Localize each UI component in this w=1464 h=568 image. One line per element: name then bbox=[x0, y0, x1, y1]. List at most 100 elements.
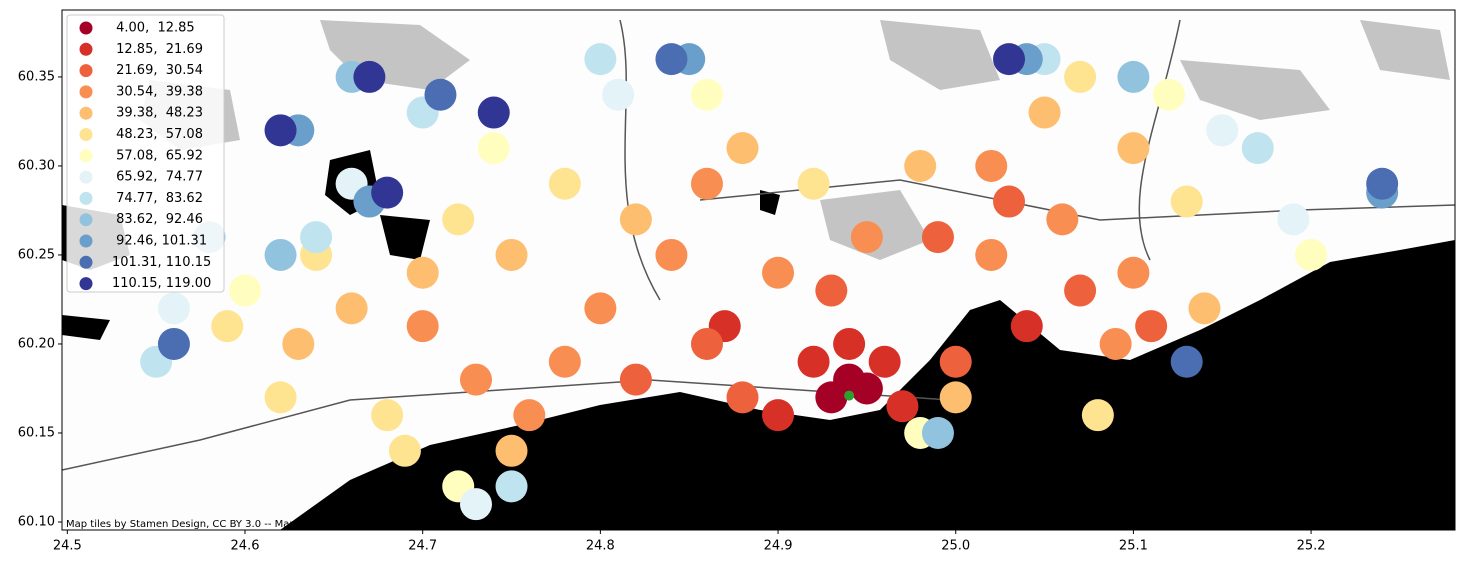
x-tick-label: 25.2 bbox=[1297, 539, 1326, 554]
legend-swatch bbox=[79, 106, 93, 120]
point bbox=[1135, 310, 1168, 343]
x-tick-label: 25.0 bbox=[941, 539, 970, 554]
point bbox=[1028, 96, 1061, 129]
point bbox=[655, 43, 688, 76]
point bbox=[495, 434, 528, 467]
point bbox=[264, 114, 297, 147]
point bbox=[602, 78, 635, 111]
legend-swatch bbox=[79, 255, 93, 269]
legend-label: 4.00, 12.85 bbox=[112, 21, 195, 36]
point bbox=[477, 96, 510, 129]
legend-swatch bbox=[79, 21, 93, 35]
point bbox=[1081, 399, 1114, 432]
y-tick-label: 60.10 bbox=[18, 514, 55, 529]
point bbox=[797, 167, 830, 200]
basemap bbox=[62, 10, 1455, 530]
point bbox=[157, 292, 190, 325]
point bbox=[1064, 274, 1097, 307]
point bbox=[993, 185, 1026, 218]
marker bbox=[844, 390, 855, 401]
point bbox=[442, 203, 475, 236]
point bbox=[300, 221, 333, 254]
point bbox=[1099, 327, 1132, 360]
y-tick-label: 60.15 bbox=[18, 425, 55, 440]
legend-swatch bbox=[79, 42, 93, 56]
point bbox=[690, 78, 723, 111]
point bbox=[762, 256, 795, 289]
legend-label: 57.08, 65.92 bbox=[112, 148, 203, 163]
attribution: Map tiles by Stamen Design, CC BY 3.0 --… bbox=[66, 519, 485, 530]
legend-label: 39.38, 48.23 bbox=[112, 106, 203, 121]
point bbox=[1010, 310, 1043, 343]
legend-label: 21.69, 30.54 bbox=[112, 63, 203, 78]
point bbox=[264, 238, 297, 271]
x-tick-label: 24.7 bbox=[408, 539, 437, 554]
point bbox=[229, 274, 262, 307]
point bbox=[353, 60, 386, 93]
point bbox=[548, 345, 581, 378]
point bbox=[211, 310, 244, 343]
legend-swatch bbox=[79, 128, 93, 141]
point bbox=[939, 381, 972, 414]
legend-swatch bbox=[79, 85, 93, 99]
x-tick-label: 25.1 bbox=[1119, 539, 1148, 554]
x-tick-label: 24.9 bbox=[764, 539, 793, 554]
point bbox=[157, 327, 190, 360]
point bbox=[1241, 132, 1274, 165]
point bbox=[406, 256, 439, 289]
point bbox=[833, 327, 866, 360]
x-tick-label: 24.8 bbox=[586, 539, 615, 554]
legend-swatch bbox=[79, 191, 93, 205]
point bbox=[459, 363, 492, 396]
point bbox=[690, 167, 723, 200]
legend-label: 83.62, 92.46 bbox=[112, 212, 203, 227]
point bbox=[904, 149, 937, 182]
legend-swatch bbox=[79, 277, 93, 291]
axes-frame bbox=[61, 9, 1456, 531]
point bbox=[886, 390, 919, 423]
point bbox=[1206, 114, 1239, 147]
y-tick-label: 60.35 bbox=[18, 69, 55, 84]
point bbox=[1064, 60, 1097, 93]
point bbox=[850, 221, 883, 254]
point bbox=[424, 78, 457, 111]
point bbox=[1046, 203, 1079, 236]
x-tick-label: 24.5 bbox=[53, 539, 82, 554]
point bbox=[850, 372, 883, 405]
legend-label: 65.92, 74.77 bbox=[112, 170, 203, 185]
point bbox=[513, 399, 546, 432]
legend-label: 74.77, 83.62 bbox=[112, 191, 203, 206]
point bbox=[975, 149, 1008, 182]
point bbox=[1170, 185, 1203, 218]
y-tick-label: 60.30 bbox=[18, 158, 55, 173]
point bbox=[868, 345, 901, 378]
point bbox=[264, 381, 297, 414]
point bbox=[282, 327, 315, 360]
point bbox=[1117, 132, 1150, 165]
legend-label: 12.85, 21.69 bbox=[112, 42, 203, 57]
legend-label: 92.46, 101.31 bbox=[112, 234, 207, 249]
legend-swatch bbox=[79, 64, 93, 78]
point bbox=[388, 434, 421, 467]
point bbox=[1277, 203, 1310, 236]
point bbox=[993, 43, 1026, 76]
point bbox=[939, 345, 972, 378]
point bbox=[1295, 238, 1328, 271]
point bbox=[495, 470, 528, 503]
y-tick-label: 60.25 bbox=[18, 247, 55, 262]
point bbox=[726, 381, 759, 414]
point bbox=[584, 43, 617, 76]
point bbox=[371, 176, 404, 209]
point bbox=[921, 416, 954, 449]
point bbox=[690, 327, 723, 360]
point bbox=[815, 274, 848, 307]
point bbox=[726, 132, 759, 165]
point bbox=[459, 488, 492, 521]
x-tick-label: 24.6 bbox=[231, 539, 260, 554]
point bbox=[495, 238, 528, 271]
point bbox=[1188, 292, 1221, 325]
point bbox=[921, 221, 954, 254]
point bbox=[371, 399, 404, 432]
point bbox=[655, 238, 688, 271]
